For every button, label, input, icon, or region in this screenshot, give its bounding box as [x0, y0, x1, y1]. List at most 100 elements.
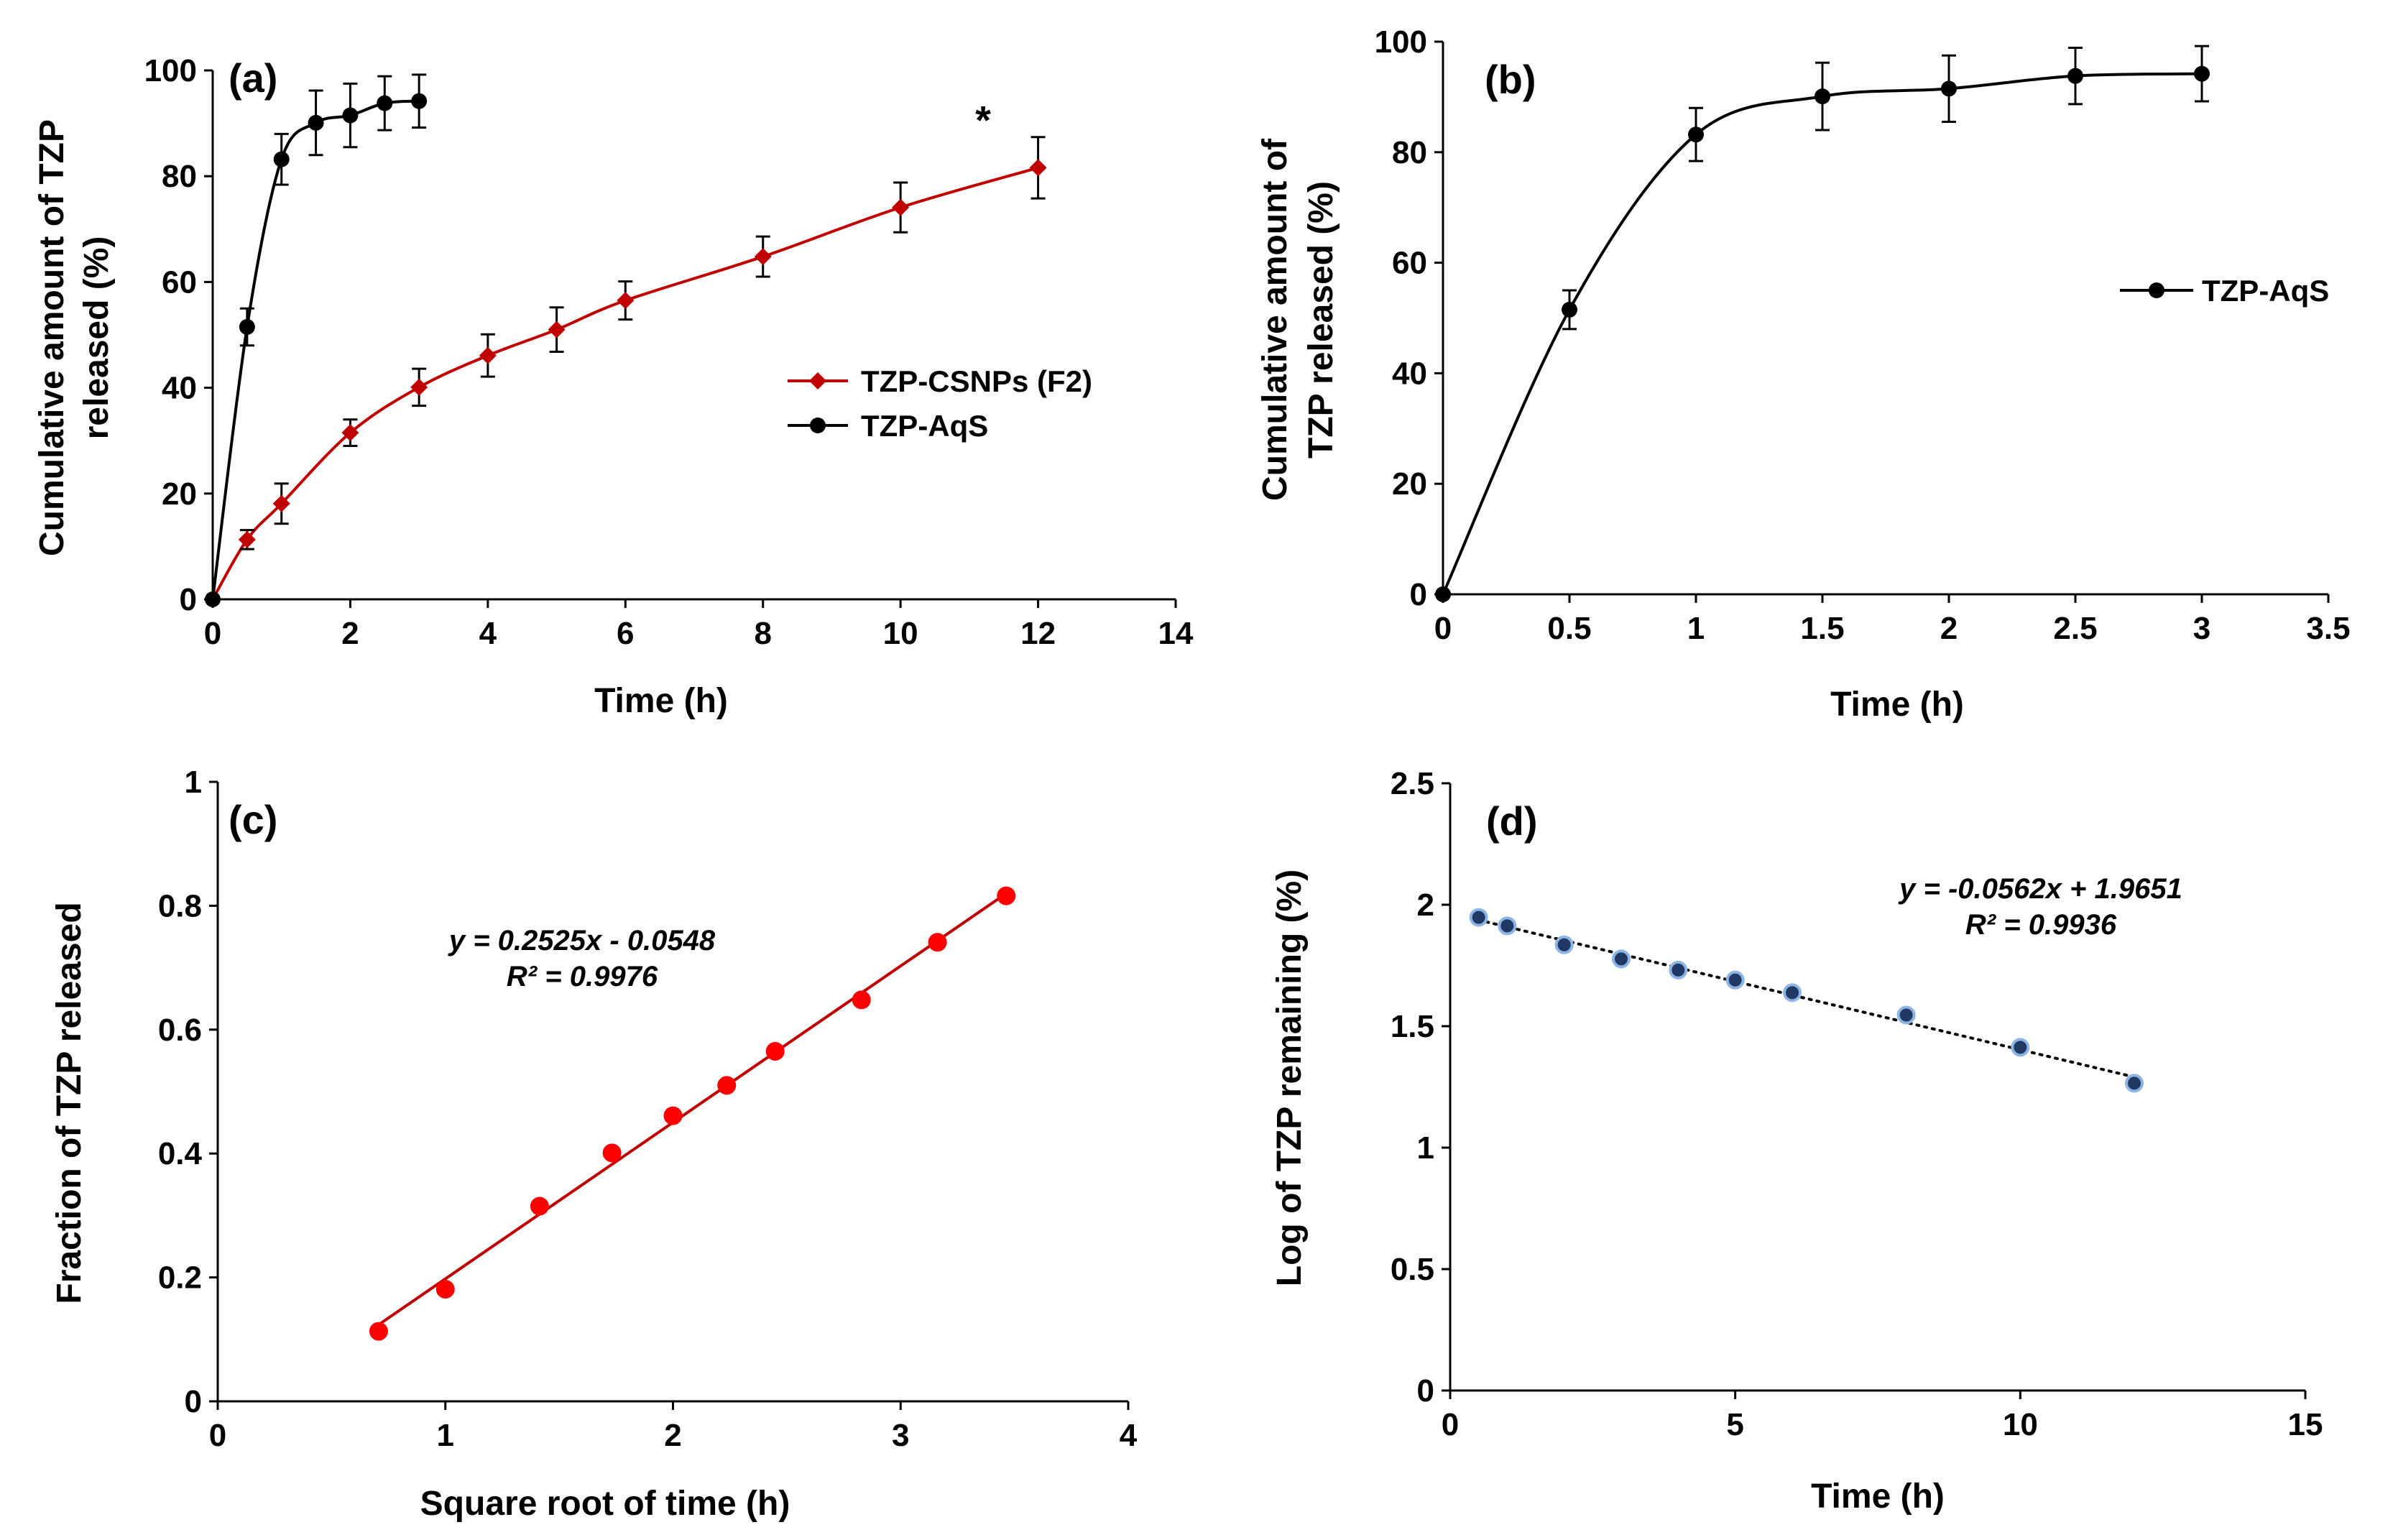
data-point-tzp-csnps-f2: [341, 424, 359, 442]
x-tick-label: 0: [1434, 611, 1452, 646]
y-tick-label: 40: [162, 371, 197, 406]
data-point-tzp-aqs: [205, 591, 221, 607]
legend-label-csnps: TZP-CSNPs (F2): [861, 364, 1092, 398]
plot-area: *: [204, 73, 1047, 608]
x-tick-label: 14: [1158, 616, 1194, 651]
x-tick-label: 3: [2193, 611, 2210, 646]
data-point-tzp-aqs: [1941, 80, 1957, 97]
data-point-log-remaining: [2011, 1038, 2030, 1057]
data-point-tzp-csnps-f2: [548, 321, 566, 338]
data-point-tzp-csnps-f2: [272, 494, 290, 512]
legend-marker-aqs: [2149, 282, 2164, 298]
x-tick-label: 1.5: [1800, 611, 1844, 646]
x-tick-label: 10: [883, 616, 918, 651]
y-tick-label: 80: [1392, 135, 1427, 170]
x-tick-label: 0: [204, 616, 221, 651]
data-point-tzp-csnps-f2: [369, 1322, 388, 1341]
data-point-tzp-csnps-f2: [479, 346, 497, 364]
y-axis-title: Log of TZP remaining (%): [1271, 870, 1309, 1286]
x-axis-title: Time (h): [594, 682, 728, 720]
x-tick-label: 3: [892, 1418, 909, 1453]
plot-area: [1435, 45, 2210, 602]
x-tick-label: 2.5: [2053, 611, 2097, 646]
data-point-tzp-csnps-f2: [997, 886, 1016, 905]
x-tick-labels: 0 0.5 1 1.5 2 2.5 3 3.5: [1434, 594, 2351, 646]
y-axis-title: Fraction of TZP released: [50, 902, 88, 1304]
y-tick-label: 100: [1375, 24, 1427, 60]
plot-area: [1469, 908, 2144, 1093]
data-point-tzp-aqs: [1435, 586, 1451, 602]
data-point-log-remaining: [1554, 935, 1574, 954]
x-tick-label: 10: [2003, 1407, 2038, 1442]
x-tick-label: 5: [1726, 1407, 1743, 1442]
data-point-tzp-aqs: [1562, 301, 1577, 318]
x-tick-label: 3.5: [2306, 611, 2350, 646]
panel-label: (b): [1485, 57, 1536, 102]
x-tick-labels: 0 2 4 6 8 10 12 14: [204, 599, 1194, 651]
data-point-tzp-csnps-f2: [1029, 159, 1047, 177]
y-tick-label: 80: [162, 159, 197, 194]
r-squared-text: R² = 0.9976: [507, 961, 658, 992]
y-tick-labels: 0 0.5 1 1.5 2 2.5: [1391, 766, 1450, 1408]
panel-b-chart: 0 0.5 1 1.5 2 2.5 3 3.5 0 20 40 60 80 100 (b) Time (…: [1256, 24, 2351, 724]
legend-marker-csnps: [809, 372, 826, 389]
x-tick-labels: 0 1 2 3 4: [209, 1401, 1138, 1453]
data-point-tzp-csnps-f2: [617, 292, 635, 310]
x-tick-label: 8: [754, 616, 771, 651]
y-tick-label: 60: [162, 264, 197, 300]
plot-area: [369, 886, 1016, 1341]
data-point-log-remaining: [1896, 1005, 1916, 1025]
data-point-log-remaining: [1469, 908, 1488, 927]
trendline: [377, 892, 1008, 1327]
y-tick-label: 0.8: [158, 888, 202, 923]
panel-d-chart: 0 5 10 15 0 0.5 1 1.5 2 2.5 (d) Time (h) Log of …: [1271, 766, 2323, 1516]
y-axis-title-line2: released (%): [78, 236, 116, 440]
data-point-log-remaining: [1669, 960, 1688, 979]
y-axis-title-line2: TZP released (%): [1302, 181, 1340, 458]
panel-label: (a): [229, 55, 277, 101]
y-tick-label: 0: [185, 1384, 202, 1419]
y-axis-title-line1: Cumulative amount of TZP: [33, 119, 71, 556]
x-tick-labels: 0 5 10 15: [1442, 1391, 2323, 1442]
data-point-tzp-aqs: [1688, 126, 1704, 143]
data-point-tzp-aqs: [308, 114, 324, 131]
x-tick-label: 1: [437, 1418, 454, 1453]
r-squared-text: R² = 0.9936: [1965, 909, 2117, 941]
x-tick-label: 15: [2288, 1407, 2323, 1442]
data-point-tzp-csnps-f2: [602, 1143, 622, 1163]
y-tick-label: 1.5: [1391, 1009, 1434, 1044]
data-point-tzp-csnps-f2: [435, 1279, 455, 1299]
x-tick-label: 4: [479, 616, 497, 651]
x-axis-title: Time (h): [1811, 1477, 1945, 1516]
data-point-tzp-aqs: [273, 151, 290, 167]
y-tick-label: 0.6: [158, 1013, 202, 1048]
y-tick-label: 0.5: [1391, 1252, 1434, 1287]
y-tick-label: 0: [1417, 1373, 1434, 1408]
y-tick-label: 60: [1392, 246, 1427, 281]
data-point-log-remaining: [2125, 1074, 2144, 1093]
data-point-tzp-csnps-f2: [238, 530, 256, 548]
y-tick-label: 0.4: [158, 1136, 203, 1171]
x-tick-label: 12: [1020, 616, 1056, 651]
series-line-tzp-aqs: [211, 99, 420, 600]
x-tick-label: 2: [1940, 611, 1958, 646]
x-tick-label: 4: [1120, 1418, 1138, 1453]
y-tick-label: 0: [180, 582, 197, 617]
data-point-tzp-csnps-f2: [852, 990, 871, 1010]
data-point-tzp-csnps-f2: [928, 933, 947, 952]
x-axis-title: Square root of time (h): [420, 1485, 790, 1523]
legend-label-aqs: TZP-AqS: [861, 409, 988, 443]
data-point-tzp-csnps-f2: [754, 248, 772, 266]
y-tick-label: 40: [1392, 356, 1427, 391]
equation-text: y = 0.2525x - 0.0548: [448, 925, 716, 956]
data-point-tzp-aqs: [2194, 65, 2210, 82]
y-tick-labels: 0 0.2 0.4 0.6 0.8 1: [158, 765, 218, 1419]
x-tick-label: 0.5: [1547, 611, 1591, 646]
data-point-tzp-csnps-f2: [530, 1197, 549, 1216]
data-point-tzp-csnps-f2: [663, 1106, 683, 1125]
legend: TZP-AqS: [2120, 274, 2329, 308]
series-line-tzp-aqs: [1442, 72, 2203, 595]
data-point-tzp-aqs: [411, 93, 428, 109]
